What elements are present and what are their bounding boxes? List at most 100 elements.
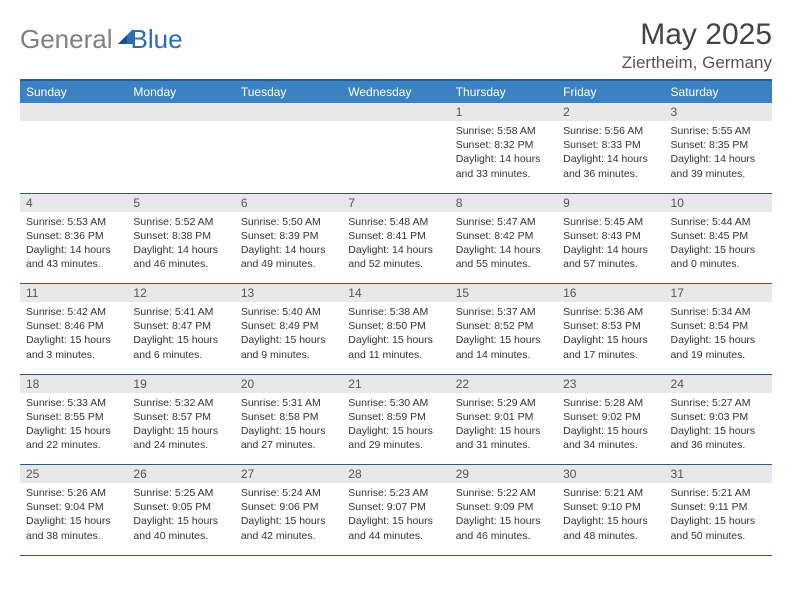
day-detail-line: and 40 minutes. bbox=[133, 529, 228, 543]
day-detail-line: Sunrise: 5:31 AM bbox=[241, 396, 336, 410]
day-detail-cell: Sunrise: 5:33 AMSunset: 8:55 PMDaylight:… bbox=[20, 393, 127, 465]
day-detail-line: Sunrise: 5:37 AM bbox=[456, 305, 551, 319]
day-detail-line: Sunrise: 5:26 AM bbox=[26, 486, 121, 500]
day-detail-line: Sunset: 8:52 PM bbox=[456, 319, 551, 333]
day-detail-line: Daylight: 15 hours bbox=[241, 514, 336, 528]
day-detail-line: Sunset: 8:33 PM bbox=[563, 138, 658, 152]
day-number-cell: 19 bbox=[127, 374, 234, 393]
day-detail-line: Sunrise: 5:56 AM bbox=[563, 124, 658, 138]
day-detail-cell: Sunrise: 5:21 AMSunset: 9:11 PMDaylight:… bbox=[665, 483, 772, 555]
dow-tuesday: Tuesday bbox=[235, 80, 342, 103]
dow-friday: Friday bbox=[557, 80, 664, 103]
day-detail-line: and 46 minutes. bbox=[456, 529, 551, 543]
title-block: May 2025 Ziertheim, Germany bbox=[622, 18, 772, 73]
page-header: General Blue May 2025 Ziertheim, Germany bbox=[20, 18, 772, 73]
day-detail-line: Daylight: 14 hours bbox=[456, 243, 551, 257]
day-detail-cell: Sunrise: 5:25 AMSunset: 9:05 PMDaylight:… bbox=[127, 483, 234, 555]
day-detail-line: Daylight: 15 hours bbox=[241, 424, 336, 438]
day-detail-line: Sunset: 8:46 PM bbox=[26, 319, 121, 333]
day-detail-line: Sunrise: 5:50 AM bbox=[241, 215, 336, 229]
day-detail-line: Daylight: 15 hours bbox=[26, 514, 121, 528]
day-detail-line: and 3 minutes. bbox=[26, 348, 121, 362]
day-number-cell: 21 bbox=[342, 374, 449, 393]
dow-saturday: Saturday bbox=[665, 80, 772, 103]
day-number-cell: 26 bbox=[127, 465, 234, 484]
day-detail-line: Sunrise: 5:55 AM bbox=[671, 124, 766, 138]
day-detail-line: Sunrise: 5:22 AM bbox=[456, 486, 551, 500]
day-detail-line: Sunset: 8:53 PM bbox=[563, 319, 658, 333]
day-detail-line: Daylight: 15 hours bbox=[348, 424, 443, 438]
day-detail-line: Sunset: 9:02 PM bbox=[563, 410, 658, 424]
day-detail-cell: Sunrise: 5:27 AMSunset: 9:03 PMDaylight:… bbox=[665, 393, 772, 465]
day-detail-line: Sunrise: 5:36 AM bbox=[563, 305, 658, 319]
day-detail-line: Sunset: 8:41 PM bbox=[348, 229, 443, 243]
day-detail-line: Sunset: 8:38 PM bbox=[133, 229, 228, 243]
day-detail-line: Sunrise: 5:58 AM bbox=[456, 124, 551, 138]
day-detail-line: and 0 minutes. bbox=[671, 257, 766, 271]
day-detail-line: Sunset: 9:04 PM bbox=[26, 500, 121, 514]
day-detail-cell: Sunrise: 5:48 AMSunset: 8:41 PMDaylight:… bbox=[342, 212, 449, 284]
day-number-cell: 22 bbox=[450, 374, 557, 393]
dow-wednesday: Wednesday bbox=[342, 80, 449, 103]
dow-thursday: Thursday bbox=[450, 80, 557, 103]
day-number-cell: 2 bbox=[557, 103, 664, 121]
day-detail-cell: Sunrise: 5:42 AMSunset: 8:46 PMDaylight:… bbox=[20, 302, 127, 374]
day-number-cell: 27 bbox=[235, 465, 342, 484]
day-detail-line: Daylight: 15 hours bbox=[456, 424, 551, 438]
day-detail-line: Daylight: 15 hours bbox=[671, 333, 766, 347]
day-number-cell: 28 bbox=[342, 465, 449, 484]
day-detail-line: and 6 minutes. bbox=[133, 348, 228, 362]
day-number-cell bbox=[342, 103, 449, 121]
day-detail-line: Sunrise: 5:23 AM bbox=[348, 486, 443, 500]
day-detail-line: Sunrise: 5:42 AM bbox=[26, 305, 121, 319]
day-number-cell bbox=[127, 103, 234, 121]
day-detail-cell: Sunrise: 5:22 AMSunset: 9:09 PMDaylight:… bbox=[450, 483, 557, 555]
day-detail-row: Sunrise: 5:33 AMSunset: 8:55 PM Daylight:… bbox=[20, 393, 772, 465]
day-detail-line: and 31 minutes. bbox=[456, 438, 551, 452]
day-number-cell: 4 bbox=[20, 193, 127, 212]
day-detail-cell: Sunrise: 5:28 AMSunset: 9:02 PMDaylight:… bbox=[557, 393, 664, 465]
day-detail-line: and 14 minutes. bbox=[456, 348, 551, 362]
day-detail-cell: Sunrise: 5:31 AMSunset: 8:58 PMDaylight:… bbox=[235, 393, 342, 465]
day-detail-line: Sunrise: 5:29 AM bbox=[456, 396, 551, 410]
day-detail-line: Daylight: 15 hours bbox=[133, 514, 228, 528]
day-detail-cell bbox=[342, 121, 449, 193]
day-detail-cell: Sunrise: 5:58 AMSunset: 8:32 PMDaylight:… bbox=[450, 121, 557, 193]
day-detail-line: Daylight: 15 hours bbox=[671, 243, 766, 257]
day-detail-line: Sunrise: 5:34 AM bbox=[671, 305, 766, 319]
day-detail-line: and 46 minutes. bbox=[133, 257, 228, 271]
day-detail-line: Sunrise: 5:27 AM bbox=[671, 396, 766, 410]
day-detail-line: Sunrise: 5:52 AM bbox=[133, 215, 228, 229]
day-detail-line: Sunset: 8:55 PM bbox=[26, 410, 121, 424]
day-number-cell: 3 bbox=[665, 103, 772, 121]
day-number-cell: 12 bbox=[127, 284, 234, 303]
day-detail-cell: Sunrise: 5:36 AMSunset: 8:53 PMDaylight:… bbox=[557, 302, 664, 374]
day-detail-cell: Sunrise: 5:37 AMSunset: 8:52 PMDaylight:… bbox=[450, 302, 557, 374]
day-detail-line: Daylight: 15 hours bbox=[348, 333, 443, 347]
day-detail-cell: Sunrise: 5:50 AMSunset: 8:39 PMDaylight:… bbox=[235, 212, 342, 284]
day-detail-line: and 38 minutes. bbox=[26, 529, 121, 543]
day-detail-line: Sunset: 9:01 PM bbox=[456, 410, 551, 424]
day-detail-line: Sunset: 9:03 PM bbox=[671, 410, 766, 424]
day-detail-line: Sunset: 8:58 PM bbox=[241, 410, 336, 424]
day-number-row: 25262728293031 bbox=[20, 465, 772, 484]
day-detail-line: and 44 minutes. bbox=[348, 529, 443, 543]
day-detail-line: and 29 minutes. bbox=[348, 438, 443, 452]
day-detail-line: Daylight: 14 hours bbox=[348, 243, 443, 257]
day-number-cell: 31 bbox=[665, 465, 772, 484]
day-number-cell bbox=[20, 103, 127, 121]
day-detail-line: Sunset: 8:32 PM bbox=[456, 138, 551, 152]
day-detail-line: Sunrise: 5:33 AM bbox=[26, 396, 121, 410]
day-detail-cell: Sunrise: 5:45 AMSunset: 8:43 PMDaylight:… bbox=[557, 212, 664, 284]
day-number-cell: 30 bbox=[557, 465, 664, 484]
calendar-page: General Blue May 2025 Ziertheim, Germany… bbox=[0, 0, 792, 566]
day-number-cell: 20 bbox=[235, 374, 342, 393]
day-number-cell: 9 bbox=[557, 193, 664, 212]
day-detail-row: Sunrise: 5:42 AMSunset: 8:46 PM Daylight:… bbox=[20, 302, 772, 374]
day-detail-cell: Sunrise: 5:40 AMSunset: 8:49 PMDaylight:… bbox=[235, 302, 342, 374]
day-detail-line: and 11 minutes. bbox=[348, 348, 443, 362]
day-detail-cell: Sunrise: 5:23 AMSunset: 9:07 PMDaylight:… bbox=[342, 483, 449, 555]
day-detail-line: Daylight: 14 hours bbox=[241, 243, 336, 257]
day-number-cell: 14 bbox=[342, 284, 449, 303]
day-detail-row: Sunrise: 5:58 AMSunset: 8:32 PMDaylight:… bbox=[20, 121, 772, 193]
